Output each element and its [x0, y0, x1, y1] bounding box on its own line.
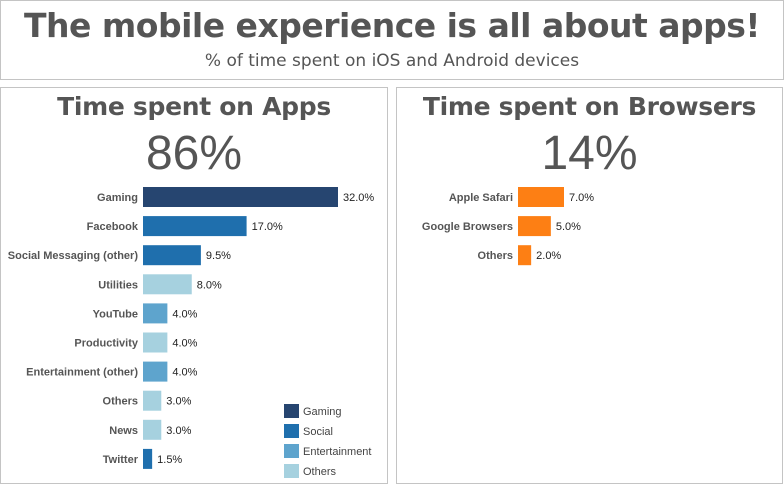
- value-label: 4.0%: [172, 338, 197, 350]
- category-label: News: [109, 425, 138, 437]
- value-label: 17.0%: [252, 221, 283, 233]
- bar: [143, 419, 162, 440]
- bar: [143, 361, 168, 382]
- legend-label-entertainment: Entertainment: [303, 446, 371, 458]
- category-label: Others: [478, 250, 513, 262]
- apps-headline-percent: 86%: [145, 127, 243, 180]
- legend-swatch-entertainment: [284, 444, 299, 458]
- value-label: 8.0%: [197, 279, 222, 291]
- bar: [518, 245, 532, 266]
- category-label: Gaming: [97, 192, 138, 204]
- category-label: Twitter: [103, 454, 139, 466]
- main-subtitle: % of time spent on iOS and Android devic…: [204, 51, 580, 71]
- legend-label-others: Others: [303, 466, 337, 478]
- category-label: Facebook: [87, 221, 139, 233]
- browsers-bar-chart: Apple Safari 7.0% Google Browsers 5.0% Other…: [422, 187, 594, 266]
- value-label: 32.0%: [343, 192, 374, 204]
- legend-label-social: Social: [303, 426, 333, 438]
- value-label: 3.0%: [166, 425, 191, 437]
- value-label: 4.0%: [172, 308, 197, 320]
- category-label: Others: [103, 396, 138, 408]
- legend-swatch-others: [284, 464, 299, 478]
- bar: [518, 216, 551, 237]
- browsers-headline-percent: 14%: [541, 127, 638, 180]
- value-label: 4.0%: [172, 367, 197, 379]
- bar: [518, 187, 564, 207]
- apps-bar-chart: Gaming 32.0% Facebook 17.0% Social Messaging…: [8, 187, 374, 478]
- category-label: Productivity: [74, 338, 138, 350]
- legend-swatch-gaming: [284, 404, 299, 418]
- value-label: 2.0%: [536, 250, 561, 262]
- category-label: Google Browsers: [422, 221, 513, 233]
- legend-swatch-social: [284, 424, 299, 438]
- value-label: 5.0%: [556, 221, 581, 233]
- bar: [143, 448, 153, 469]
- bar: [143, 390, 162, 411]
- bar: [143, 303, 168, 324]
- bar: [143, 187, 338, 207]
- header-panel: The mobile experience is all about apps!…: [0, 0, 784, 80]
- category-label: Apple Safari: [449, 192, 513, 204]
- bar: [143, 274, 192, 295]
- legend-label-gaming: Gaming: [303, 406, 342, 418]
- bar: [143, 245, 201, 266]
- browsers-panel-title: Time spent on Browsers: [422, 92, 757, 121]
- category-label: Social Messaging (other): [8, 250, 139, 262]
- bar: [143, 216, 247, 237]
- apps-panel: Time spent on Apps 86% Gaming 32.0% Facebo…: [0, 87, 388, 484]
- main-title: The mobile experience is all about apps!: [24, 6, 760, 45]
- category-label: Utilities: [98, 279, 138, 291]
- bar: [143, 332, 168, 353]
- value-label: 1.5%: [157, 454, 182, 466]
- value-label: 7.0%: [569, 192, 594, 204]
- category-label: Entertainment (other): [26, 367, 138, 379]
- apps-panel-title: Time spent on Apps: [57, 92, 331, 121]
- browsers-panel: Time spent on Browsers 14% Apple Safari 7…: [396, 87, 783, 484]
- category-label: YouTube: [93, 308, 138, 320]
- value-label: 3.0%: [166, 396, 191, 408]
- value-label: 9.5%: [206, 250, 231, 262]
